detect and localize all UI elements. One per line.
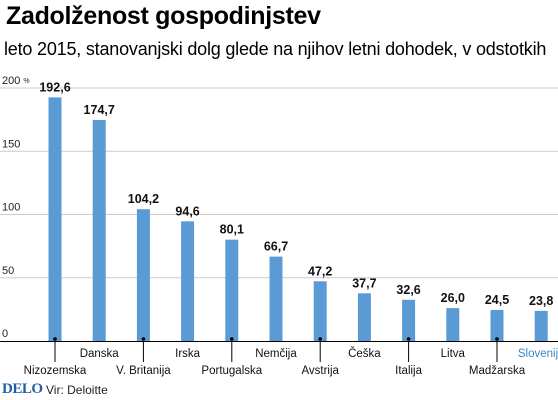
bar-avstrija <box>313 281 327 341</box>
category-label: Slovenija <box>518 348 558 360</box>
bar-litva <box>446 308 460 341</box>
value-label: 192,6 <box>39 80 70 94</box>
label-dot <box>495 337 499 341</box>
label-dot <box>230 337 234 341</box>
category-label: V. Britanija <box>116 365 171 377</box>
value-label: 94,6 <box>175 204 199 218</box>
value-label: 37,7 <box>352 276 376 290</box>
footer: DELO Vir: Deloitte <box>0 380 558 400</box>
value-label: 23,8 <box>529 294 553 308</box>
bar-v. britanija <box>136 209 150 341</box>
category-label: Litva <box>441 348 466 360</box>
bar-danska <box>92 120 106 341</box>
label-dot <box>141 337 146 341</box>
y-tick-label: 0 <box>2 328 8 340</box>
y-tick-label: 150 <box>2 138 20 150</box>
value-label: 80,1 <box>220 223 244 237</box>
value-label: 174,7 <box>84 103 115 117</box>
category-label: Češka <box>348 347 381 360</box>
value-label: 66,7 <box>264 240 288 254</box>
label-dot <box>318 337 323 341</box>
bar-nizozemska <box>48 97 62 342</box>
y-tick-label: 50 <box>2 265 14 277</box>
category-label: Nizozemska <box>24 365 87 377</box>
y-tick-label: 200 % <box>2 75 30 87</box>
bar-portugalska <box>225 239 239 341</box>
bar-italija <box>402 299 416 341</box>
bar-chart: 0 50 100 150 200 % 192,6 Nizozemska 174,7 Danska… <box>0 75 558 377</box>
category-label: Portugalska <box>201 365 262 377</box>
value-label: 26,0 <box>441 291 465 305</box>
y-tick-label: 100 <box>2 202 20 214</box>
bar-slovenija <box>534 310 548 341</box>
chart-subtitle: leto 2015, stanovanjski dolg glede na nj… <box>4 39 547 59</box>
category-label: Irska <box>175 348 201 360</box>
bar-irska <box>181 221 195 341</box>
bar-nemčija <box>269 256 283 341</box>
category-label: Madžarska <box>469 365 526 377</box>
value-label: 24,5 <box>485 293 509 307</box>
value-label: 104,2 <box>128 192 159 206</box>
source-note: Vir: Deloitte <box>46 383 108 397</box>
bar-madžarska <box>490 310 504 341</box>
chart-title: Zadolženost gospodinjstev <box>6 2 321 30</box>
category-label: Avstrija <box>301 365 339 377</box>
label-dot <box>406 337 411 341</box>
bar-češka <box>357 293 371 341</box>
category-label: Nemčija <box>255 348 297 360</box>
category-label: Italija <box>395 365 422 377</box>
label-dot <box>53 337 57 341</box>
value-label: 47,2 <box>308 264 332 278</box>
brand-logo: DELO <box>2 381 43 397</box>
category-label: Danska <box>80 348 120 360</box>
value-label: 32,6 <box>396 283 420 297</box>
